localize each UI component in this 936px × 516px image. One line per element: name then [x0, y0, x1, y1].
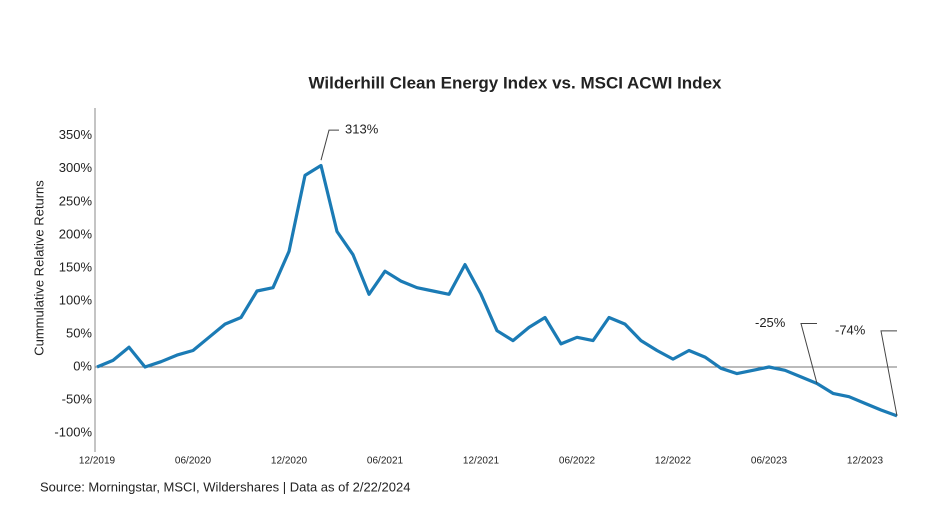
y-tick-label: 350% — [59, 127, 93, 142]
y-tick-label: 250% — [59, 193, 93, 208]
annotation-leader — [320, 129, 339, 161]
y-tick-label: -100% — [54, 425, 92, 440]
y-tick-label: 50% — [66, 325, 92, 340]
x-tick-label: 06/2023 — [751, 456, 788, 467]
series-line — [96, 163, 898, 418]
y-tick-label: 0% — [73, 358, 92, 373]
annotation-leader — [880, 330, 898, 417]
x-tick-label: 12/2020 — [271, 456, 308, 467]
source: Source: Morningstar, MSCI, Wildershares … — [40, 479, 410, 494]
x-tick-label: 12/2019 — [79, 456, 116, 467]
y-tick-label: 200% — [59, 226, 93, 241]
y-axis-label: Cummulative Relative Returns — [31, 180, 46, 356]
x-tick-label: 06/2021 — [367, 456, 404, 467]
y-tick-label: 150% — [59, 259, 93, 274]
chart-title: Wilderhill Clean Energy Index vs. MSCI A… — [309, 73, 723, 92]
y-tick-label: -50% — [62, 391, 93, 406]
x-tick-label: 12/2023 — [847, 456, 884, 467]
annotation: -74% — [835, 322, 866, 337]
x-tick-label: 12/2021 — [463, 456, 500, 467]
annotation: 313% — [345, 122, 379, 137]
y-tick-label: 300% — [59, 160, 93, 175]
annotation: -25% — [755, 315, 786, 330]
x-tick-label: 12/2022 — [655, 456, 692, 467]
annotation-leader — [800, 323, 818, 384]
x-tick-label: 06/2020 — [175, 456, 212, 467]
x-tick-label: 06/2022 — [559, 456, 596, 467]
y-tick-label: 100% — [59, 292, 93, 307]
